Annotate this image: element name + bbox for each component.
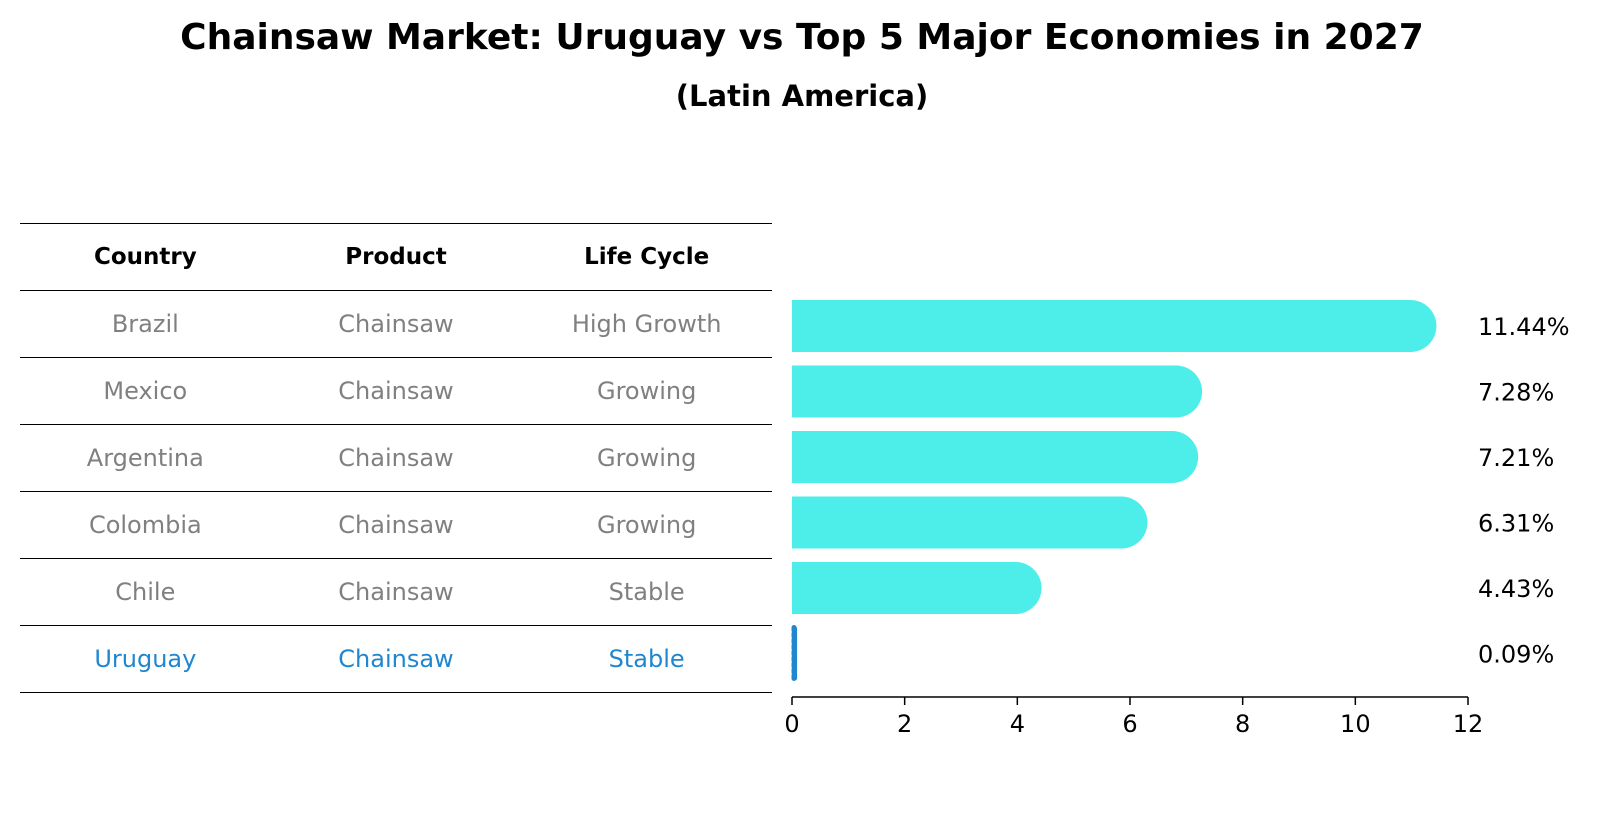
table-row-highlighted: Uruguay Chainsaw Stable [20,625,772,693]
bar-colombia [792,496,1148,549]
cell-product: Chainsaw [270,625,522,693]
x-axis: 0 2 4 6 8 10 12 [784,696,1484,738]
x-tick-label-2: 2 [897,710,912,738]
chart-title: Chainsaw Market: Uruguay vs Top 5 Major … [180,17,1424,58]
cell-product: Chainsaw [270,290,522,358]
bars-group [791,300,1437,682]
value-label-mexico: 7.28% [1478,379,1554,407]
market-table: Country Product Life Cycle Brazil Chains… [20,223,772,693]
table-row: Argentina Chainsaw Growing [20,424,772,492]
bar-chile [792,562,1042,614]
x-tick-label-8: 8 [1235,710,1250,738]
header-life-cycle: Life Cycle [521,223,772,291]
bar-mexico [792,365,1203,418]
value-labels-group: 11.44% 7.28% 7.21% 6.31% 4.43% 0.09% [1478,313,1570,669]
cell-country: Argentina [20,424,271,492]
value-label-brazil: 11.44% [1478,313,1570,341]
cell-country: Mexico [20,357,271,425]
x-tick-label-0: 0 [784,710,799,738]
cell-life-cycle: Growing [521,491,772,559]
cell-product: Chainsaw [270,558,522,626]
cell-life-cycle: Stable [521,625,772,693]
table-row: Mexico Chainsaw Growing [20,357,772,425]
table-header-row: Country Product Life Cycle [20,223,772,291]
cell-product: Chainsaw [270,357,522,425]
value-label-uruguay: 0.09% [1478,641,1554,669]
x-tick-label-12: 12 [1453,710,1484,738]
value-label-argentina: 7.21% [1478,444,1554,472]
cell-country: Uruguay [20,625,271,693]
cell-country: Colombia [20,491,271,559]
x-tick-label-4: 4 [1010,710,1025,738]
bar-argentina [792,431,1199,483]
value-label-colombia: 6.31% [1478,510,1554,538]
x-tick-label-10: 10 [1340,710,1371,738]
cell-life-cycle: Growing [521,424,772,492]
value-label-chile: 4.43% [1478,575,1554,603]
chart-subtitle: (Latin America) [675,79,929,113]
header-product: Product [270,223,522,291]
header-country: Country [20,223,271,291]
x-tick-label-6: 6 [1122,710,1137,738]
cell-life-cycle: High Growth [521,290,772,358]
cell-country: Chile [20,558,271,626]
cell-product: Chainsaw [270,491,522,559]
cell-product: Chainsaw [270,424,522,492]
table-row: Colombia Chainsaw Growing [20,491,772,559]
table-row: Chile Chainsaw Stable [20,558,772,626]
bar-brazil [792,300,1437,352]
cell-life-cycle: Stable [521,558,772,626]
cell-country: Brazil [20,290,271,358]
table-row: Brazil Chainsaw High Growth [20,290,772,358]
